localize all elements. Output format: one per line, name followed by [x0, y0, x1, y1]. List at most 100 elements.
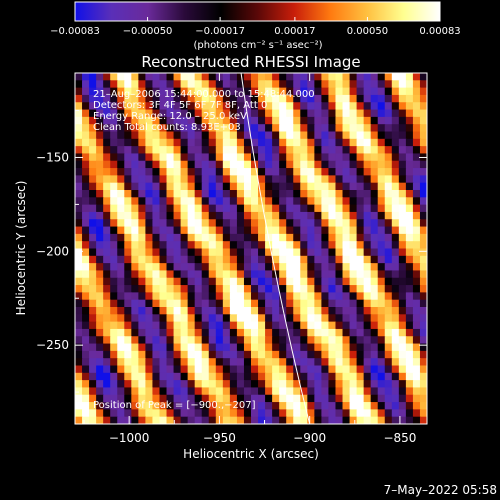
heatmap-pixel [328, 263, 337, 272]
heatmap-pixel [258, 328, 266, 337]
heatmap-pixel [222, 307, 231, 315]
heatmap-pixel [321, 219, 330, 228]
heatmap-pixel [356, 87, 365, 96]
heatmap-pixel [391, 292, 400, 301]
heatmap-pixel [138, 182, 146, 191]
heatmap-pixel [201, 190, 210, 198]
heatmap-pixel [75, 219, 83, 228]
heatmap-pixel [314, 380, 322, 389]
heatmap-pixel [300, 285, 308, 293]
heatmap-pixel [265, 248, 273, 257]
heatmap-pixel [187, 109, 196, 118]
heatmap-pixel [131, 226, 139, 235]
heatmap-pixel [391, 182, 400, 191]
heatmap-pixel [328, 80, 337, 89]
heatmap-pixel [124, 226, 132, 235]
heatmap-pixel [96, 248, 104, 257]
heatmap-pixel [370, 102, 379, 111]
heatmap-pixel [342, 336, 351, 345]
heatmap-pixel [117, 263, 125, 272]
heatmap-pixel [222, 372, 231, 381]
heatmap-pixel [370, 409, 379, 418]
heatmap-pixel [398, 131, 407, 140]
heatmap-pixel [166, 314, 175, 323]
heatmap-pixel [377, 307, 386, 315]
heatmap-pixel [384, 160, 393, 169]
heatmap-pixel [293, 358, 301, 367]
heatmap-pixel [328, 299, 337, 308]
heatmap-pixel [265, 109, 273, 118]
heatmap-pixel [314, 255, 322, 264]
heatmap-pixel [173, 394, 182, 403]
heatmap-pixel [300, 416, 308, 424]
heatmap-pixel [335, 409, 344, 418]
heatmap-pixel [279, 255, 287, 264]
heatmap-pixel [377, 175, 386, 184]
heatmap-pixel [377, 277, 386, 286]
heatmap-pixel [75, 146, 83, 155]
heatmap-pixel [307, 248, 315, 257]
heatmap-pixel [215, 211, 224, 220]
heatmap-pixel [229, 219, 238, 228]
heatmap-pixel [419, 248, 427, 257]
heatmap-pixel [75, 350, 83, 359]
heatmap-pixel [208, 380, 217, 389]
heatmap-pixel [96, 116, 104, 125]
heatmap-pixel [166, 387, 175, 396]
heatmap-pixel [293, 416, 301, 424]
heatmap-pixel [222, 285, 231, 293]
heatmap-pixel [208, 109, 217, 118]
heatmap-pixel [96, 197, 104, 206]
heatmap-pixel [321, 80, 330, 89]
heatmap-pixel [138, 343, 146, 352]
heatmap-pixel [159, 211, 168, 220]
heatmap-pixel [89, 197, 97, 206]
heatmap-pixel [300, 226, 308, 235]
heatmap-pixel [370, 211, 379, 220]
heatmap-pixel [335, 80, 344, 89]
heatmap-pixel [89, 255, 97, 264]
heatmap-pixel [229, 102, 238, 111]
heatmap-pixel [363, 380, 372, 389]
heatmap-pixel [236, 175, 245, 184]
heatmap-pixel [138, 211, 146, 220]
heatmap-pixel [208, 416, 217, 424]
heatmap-pixel [173, 314, 182, 323]
heatmap-pixel [131, 299, 139, 308]
heatmap-pixel [265, 321, 273, 330]
heatmap-pixel [75, 241, 83, 250]
heatmap-pixel [145, 80, 154, 89]
heatmap-pixel [335, 380, 344, 389]
heatmap-pixel [342, 321, 351, 330]
heatmap-pixel [173, 153, 182, 162]
heatmap-pixel [89, 343, 97, 352]
heatmap-pixel [377, 365, 386, 374]
heatmap-pixel [75, 233, 83, 242]
heatmap-pixel [173, 372, 182, 381]
heatmap-pixel [201, 131, 210, 140]
heatmap-pixel [117, 328, 125, 337]
heatmap-pixel [117, 321, 125, 330]
heatmap-pixel [173, 307, 182, 315]
heatmap-pixel [229, 292, 238, 301]
heatmap-pixel [208, 190, 217, 198]
y-tick-label: −150 [36, 150, 69, 164]
heatmap-pixel [265, 102, 273, 111]
heatmap-pixel [82, 197, 90, 206]
heatmap-pixel [321, 350, 330, 359]
heatmap-pixel [215, 182, 224, 191]
heatmap-pixel [187, 73, 196, 81]
heatmap-pixel [272, 153, 280, 162]
heatmap-pixel [286, 263, 294, 272]
heatmap-pixel [321, 343, 330, 352]
heatmap-pixel [279, 416, 287, 424]
heatmap-pixel [194, 263, 203, 272]
heatmap-pixel [187, 124, 196, 133]
heatmap-pixel [201, 409, 210, 418]
heatmap-pixel [279, 233, 287, 242]
heatmap-pixel [208, 226, 217, 235]
heatmap-pixel [138, 263, 146, 272]
heatmap-pixel [286, 299, 294, 308]
heatmap-pixel [370, 321, 379, 330]
heatmap-pixel [236, 168, 245, 176]
